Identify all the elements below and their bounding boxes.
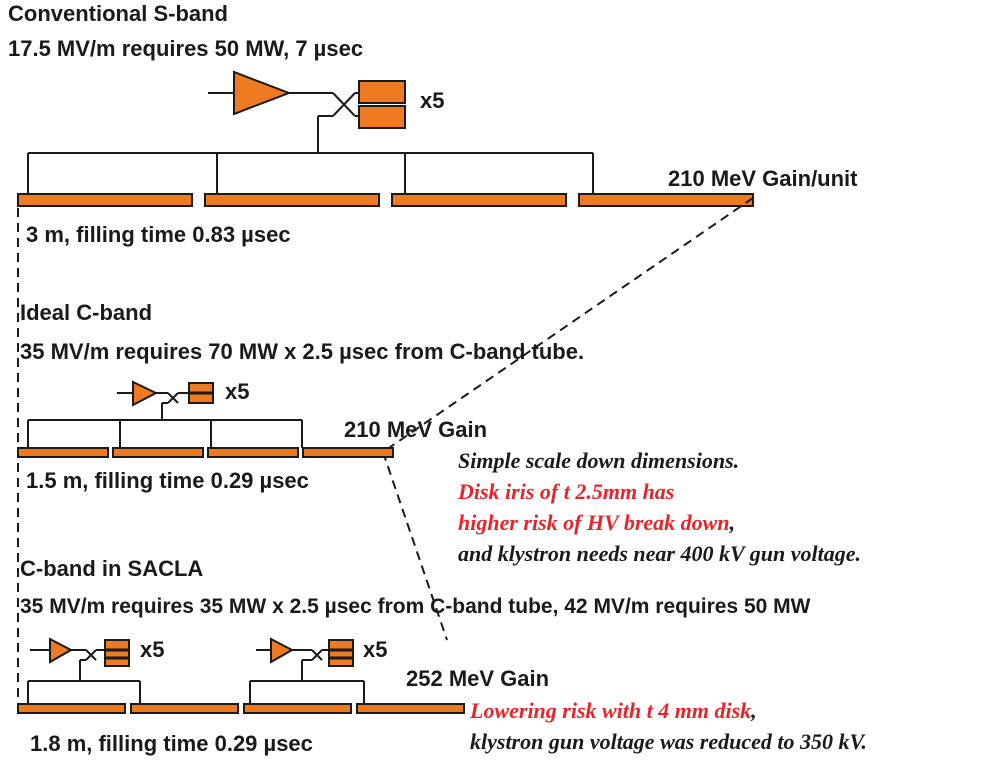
- s-band-accelerator-structure: [204, 193, 380, 207]
- sacla-right-multiplier: x5: [363, 637, 388, 662]
- sacla-c-band-structure-spec: 1.8 m, filling time 0.29 µsec: [30, 731, 313, 756]
- ideal-c-band-accelerator-structure: [17, 447, 109, 458]
- s-band-rf-unit: [17, 70, 754, 207]
- sacla-left-multiplier: x5: [140, 637, 165, 662]
- s-band-spec: 17.5 MV/m requires 50 MW, 7 µsec: [8, 36, 364, 61]
- lowering-risk-text: Lowering risk with t 4 mm disk: [470, 698, 752, 723]
- s-band-gain: 210 MeV Gain/unit: [668, 166, 858, 191]
- ideal-c-band-note-4: and klystron needs near 400 kV gun volta…: [458, 541, 861, 566]
- s-band-amplifier-icon: [233, 70, 292, 116]
- sacla-c-band-gain: 252 MeV Gain: [406, 666, 550, 691]
- sacla-c-band-rf-unit-right: [243, 637, 465, 714]
- ideal-c-band-amplifier-icon: [132, 380, 159, 407]
- ideal-c-band-spec: 35 MV/m requires 70 MW x 2.5 µsec from C…: [20, 339, 585, 364]
- ideal-c-band-accelerator-structure: [302, 447, 394, 458]
- s-band-accelerator-structure: [578, 193, 754, 207]
- ideal-c-band-note-2: Disk iris of t 2.5mm has: [458, 479, 675, 504]
- s-band-accelerator-structure: [17, 193, 193, 207]
- sacla-right-klystron: [328, 639, 354, 667]
- hv-breakdown-risk-text: higher risk of HV break down: [458, 510, 730, 535]
- sacla-left-amplifier-icon: [49, 637, 74, 664]
- sacla-left-klystron: [104, 639, 130, 667]
- ideal-c-band-title: Ideal C-band: [20, 300, 153, 325]
- sacla-c-band-rf-unit-left: [17, 637, 239, 714]
- note-comma: ,: [729, 510, 736, 535]
- sacla-accelerator-structure: [17, 703, 126, 714]
- s-band-klystron-lower: [358, 105, 406, 129]
- ideal-c-band-accelerator-structure: [207, 447, 299, 458]
- sacla-note-2: klystron gun voltage was reduced to 350 …: [470, 729, 867, 754]
- ideal-c-band-multiplier: x5: [225, 379, 250, 404]
- sacla-c-band-spec: 35 MV/m requires 35 MW x 2.5 µsec from C…: [20, 595, 811, 618]
- s-band-multiplier: x5: [420, 88, 445, 113]
- ideal-c-band-note-3: higher risk of HV break down,: [458, 510, 735, 536]
- s-band-klystron-upper: [358, 80, 406, 104]
- sacla-accelerator-structure: [243, 703, 352, 714]
- sacla-c-band-title: C-band in SACLA: [20, 556, 204, 581]
- sacla-right-amplifier-icon: [270, 637, 295, 664]
- ideal-c-band-rf-unit: [17, 380, 394, 458]
- ideal-c-band-structure-spec: 1.5 m, filling time 0.29 µsec: [26, 468, 309, 493]
- sacla-accelerator-structure: [356, 703, 465, 714]
- note-comma: ,: [751, 698, 757, 723]
- s-band-structure-spec: 3 m, filling time 0.83 µsec: [26, 222, 291, 247]
- sacla-note-1: Lowering risk with t 4 mm disk,: [470, 698, 757, 724]
- ideal-c-band-note-1: Simple scale down dimensions.: [458, 448, 740, 473]
- ideal-c-band-accelerator-structure: [112, 447, 204, 458]
- ideal-c-band-gain: 210 MeV Gain: [344, 417, 488, 442]
- s-band-accelerator-structure: [391, 193, 567, 207]
- sacla-accelerator-structure: [130, 703, 239, 714]
- s-band-title: Conventional S-band: [8, 1, 228, 26]
